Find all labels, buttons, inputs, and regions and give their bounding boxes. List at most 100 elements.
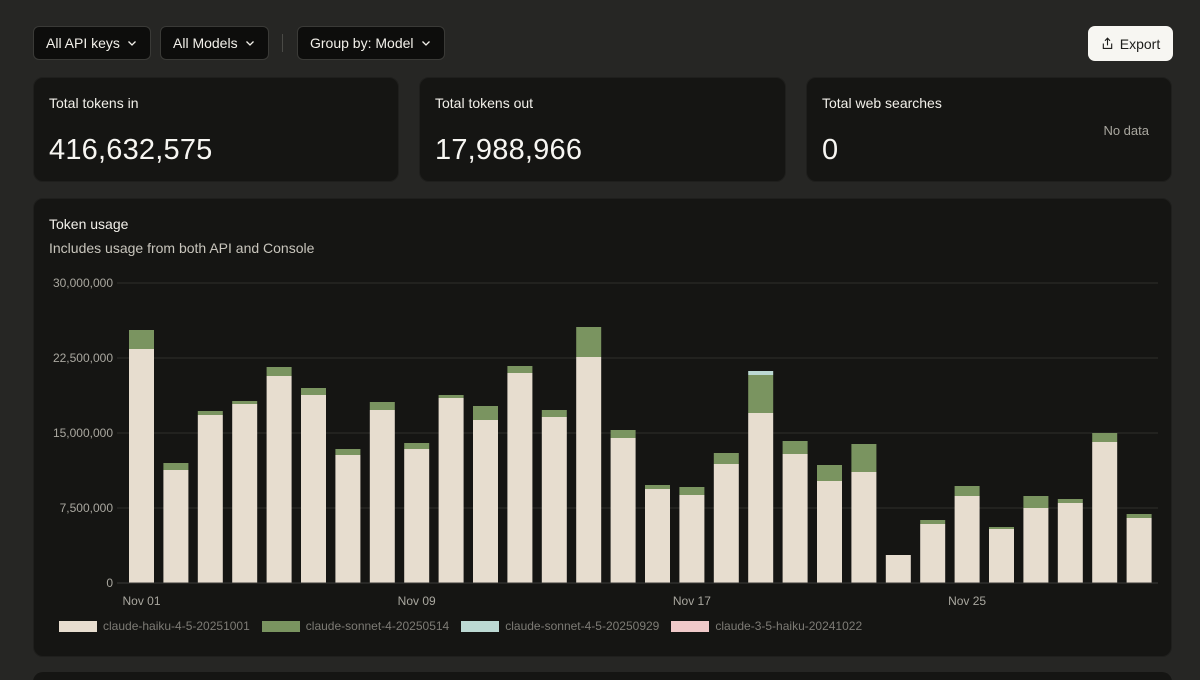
stat-title: Total tokens out xyxy=(435,95,534,111)
bar-segment[interactable] xyxy=(610,438,636,583)
x-tick-label: Nov 25 xyxy=(948,594,986,608)
bar-segment[interactable] xyxy=(129,349,154,583)
bar-segment[interactable] xyxy=(301,388,326,395)
bar-segment[interactable] xyxy=(748,413,774,583)
bar-segment[interactable] xyxy=(335,449,361,455)
bar-segment[interactable] xyxy=(369,410,395,583)
legend-swatch xyxy=(461,620,500,632)
bar-segment[interactable] xyxy=(163,463,189,470)
stat-value: 416,632,575 xyxy=(49,134,213,166)
stat-card-tokens-out: Total tokens out 17,988,966 xyxy=(419,77,786,182)
bar-segment[interactable] xyxy=(851,444,877,472)
bar-segment[interactable] xyxy=(541,410,567,417)
bar-segment[interactable] xyxy=(782,441,808,454)
bar-segment[interactable] xyxy=(1126,514,1152,518)
bar-segment[interactable] xyxy=(885,555,911,583)
legend-swatch xyxy=(671,620,710,632)
group-by-dropdown-label: Group by: Model xyxy=(310,35,414,51)
bar-segment[interactable] xyxy=(645,489,670,583)
api-keys-dropdown[interactable]: All API keys xyxy=(33,26,151,60)
stat-card-tokens-in: Total tokens in 416,632,575 xyxy=(33,77,399,182)
bar-segment[interactable] xyxy=(129,330,154,349)
bar-segment[interactable] xyxy=(163,470,189,583)
bar-segment[interactable] xyxy=(1023,508,1049,583)
stat-title: Total tokens in xyxy=(49,95,139,111)
bar-segment[interactable] xyxy=(920,520,946,524)
legend-label: claude-sonnet-4-5-20250929 xyxy=(505,619,660,633)
stat-title: Total web searches xyxy=(822,95,942,111)
bar-segment[interactable] xyxy=(301,395,326,583)
bar-segment[interactable] xyxy=(817,465,842,481)
bar-segment[interactable] xyxy=(197,415,223,583)
bar-segment[interactable] xyxy=(989,527,1014,529)
bar-segment[interactable] xyxy=(782,454,808,583)
bar-segment[interactable] xyxy=(404,449,430,583)
legend-item[interactable]: claude-3-5-haiku-20241022 xyxy=(671,619,862,633)
bar-segment[interactable] xyxy=(817,481,842,583)
bar-segment[interactable] xyxy=(266,367,292,376)
group-by-dropdown[interactable]: Group by: Model xyxy=(297,26,445,60)
export-button[interactable]: Export xyxy=(1088,26,1173,61)
chevron-down-icon xyxy=(421,41,430,46)
y-tick-label: 7,500,000 xyxy=(60,501,114,515)
bar-segment[interactable] xyxy=(1126,518,1152,583)
legend-item[interactable]: claude-sonnet-4-5-20250929 xyxy=(461,619,659,633)
chevron-down-icon xyxy=(127,41,136,46)
bar-segment[interactable] xyxy=(713,464,739,583)
bar-segment[interactable] xyxy=(473,420,498,583)
bar-segment[interactable] xyxy=(748,371,774,375)
bar-segment[interactable] xyxy=(748,375,774,413)
chart-subtitle: Includes usage from both API and Console xyxy=(49,240,315,256)
bar-segment[interactable] xyxy=(507,373,533,583)
legend-label: claude-sonnet-4-20250514 xyxy=(305,619,450,633)
next-card xyxy=(33,672,1172,680)
bar-segment[interactable] xyxy=(197,411,223,415)
models-dropdown[interactable]: All Models xyxy=(160,26,269,60)
bar-segment[interactable] xyxy=(1092,433,1118,442)
bar-segment[interactable] xyxy=(576,327,602,357)
bar-segment[interactable] xyxy=(369,402,395,410)
bar-segment[interactable] xyxy=(1092,442,1118,583)
legend-item[interactable]: claude-sonnet-4-20250514 xyxy=(261,619,450,633)
bar-segment[interactable] xyxy=(576,357,602,583)
x-tick-label: Nov 17 xyxy=(673,594,711,608)
bar-segment[interactable] xyxy=(679,495,705,583)
bar-segment[interactable] xyxy=(1057,503,1083,583)
share-icon xyxy=(1102,37,1113,49)
bar-segment[interactable] xyxy=(645,485,670,489)
bar-segment[interactable] xyxy=(1023,496,1049,508)
api-keys-dropdown-label: All API keys xyxy=(46,35,120,51)
bar-segment[interactable] xyxy=(507,366,533,373)
legend-label: claude-haiku-4-5-20251001 xyxy=(103,619,250,633)
bar-segment[interactable] xyxy=(335,455,361,583)
bar-segment[interactable] xyxy=(954,486,980,496)
bar-segment[interactable] xyxy=(989,529,1014,583)
legend-swatch xyxy=(59,620,97,632)
legend-item[interactable]: claude-haiku-4-5-20251001 xyxy=(59,619,250,633)
bar-segment[interactable] xyxy=(232,401,258,404)
toolbar-divider xyxy=(282,34,283,52)
x-tick-label: Nov 09 xyxy=(398,594,436,608)
no-data-label: No data xyxy=(1103,123,1149,138)
export-button-label: Export xyxy=(1119,35,1161,52)
bar-segment[interactable] xyxy=(851,472,877,583)
bar-segment[interactable] xyxy=(610,430,636,438)
bar-segment[interactable] xyxy=(232,404,258,583)
bar-segment[interactable] xyxy=(713,453,739,464)
models-dropdown-label: All Models xyxy=(173,35,238,51)
bar-segment[interactable] xyxy=(541,417,567,583)
bar-segment[interactable] xyxy=(920,524,946,583)
bar-segment[interactable] xyxy=(679,487,705,495)
token-usage-chart: 30,000,000 22,500,000 15,000,000 7,500,000 0… xyxy=(53,276,1158,608)
bar-segment[interactable] xyxy=(438,395,464,398)
bar-segment[interactable] xyxy=(954,496,980,583)
stat-value: 17,988,966 xyxy=(435,134,583,166)
y-tick-label: 0 xyxy=(106,576,113,590)
bar-segment[interactable] xyxy=(473,406,498,420)
token-usage-card: Token usage Includes usage from both API… xyxy=(33,198,1172,657)
y-tick-label: 30,000,000 xyxy=(53,276,113,290)
bar-segment[interactable] xyxy=(266,376,292,583)
bar-segment[interactable] xyxy=(404,443,430,449)
bar-segment[interactable] xyxy=(438,398,464,583)
bar-segment[interactable] xyxy=(1057,499,1083,503)
